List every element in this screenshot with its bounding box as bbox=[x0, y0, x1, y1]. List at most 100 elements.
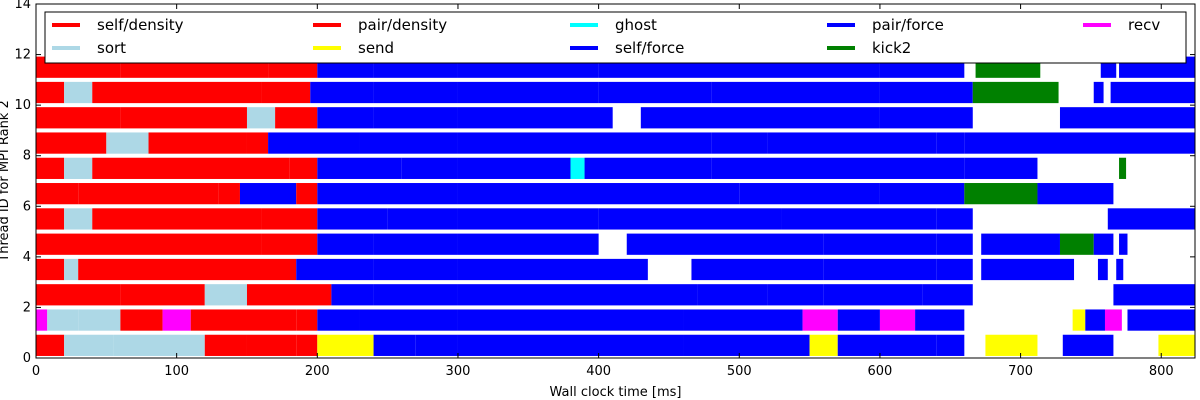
task-bar-sort bbox=[64, 81, 93, 104]
legend-label: self/force bbox=[615, 39, 684, 57]
task-bar-kick2 bbox=[972, 81, 1059, 104]
x-tick-label: 0 bbox=[32, 364, 40, 379]
task-bar-ghost bbox=[570, 157, 585, 179]
task-bar-sort bbox=[47, 309, 79, 331]
task-bar-self-density bbox=[36, 183, 79, 205]
task-bar-pair-force bbox=[626, 233, 824, 255]
task-bar-kick2 bbox=[1059, 233, 1094, 255]
task-bar-pair-force bbox=[922, 284, 973, 306]
y-tick-label: 10 bbox=[14, 98, 31, 113]
task-bar-recv bbox=[802, 309, 838, 331]
task-bar-self-density bbox=[120, 107, 247, 129]
task-bar-pair-force bbox=[739, 183, 880, 205]
task-bar-self-density bbox=[92, 81, 262, 104]
task-bar-pair-force bbox=[1119, 233, 1128, 255]
task-bar-pair-force bbox=[837, 334, 937, 356]
task-bar-pair-density bbox=[261, 233, 318, 255]
task-bar-pair-force bbox=[331, 284, 374, 306]
task-bar-pair-force bbox=[767, 132, 937, 154]
task-bar-pair-force bbox=[936, 132, 965, 154]
task-bar-pair-density bbox=[296, 183, 318, 205]
task-bar-pair-force bbox=[317, 309, 360, 331]
task-bar-self-density bbox=[36, 132, 107, 154]
task-bar-pair-force bbox=[359, 309, 458, 331]
task-bar-pair-force bbox=[879, 183, 965, 205]
task-bar-pair-force bbox=[691, 258, 824, 281]
task-bar-pair-force bbox=[457, 284, 698, 306]
task-bar-pair-density bbox=[246, 132, 269, 154]
task-bar-pair-force bbox=[981, 233, 1060, 255]
task-bar-self-density bbox=[92, 157, 290, 179]
task-bar-pair-force bbox=[823, 284, 923, 306]
task-bar-self-density bbox=[148, 132, 247, 154]
legend-box bbox=[44, 11, 1187, 64]
task-bar-pair-force bbox=[457, 208, 599, 230]
task-bar-pair-force bbox=[598, 81, 712, 104]
axes: 0 100 200 300 400 500 600 700 800 0 2 4 6 8 10 12 14 bbox=[14, 0, 1196, 379]
task-bar-pair-force bbox=[373, 233, 458, 255]
task-bar-pair-force bbox=[781, 208, 937, 230]
task-bar-pair-force bbox=[310, 81, 374, 104]
task-bar-sort bbox=[64, 157, 93, 179]
task-bar-self-density bbox=[120, 309, 163, 331]
legend-label: pair/force bbox=[872, 16, 944, 34]
task-bar-self-density bbox=[36, 258, 65, 281]
task-bar-pair-force bbox=[457, 107, 613, 129]
task-bar-pair-force bbox=[879, 81, 973, 104]
x-tick-label: 700 bbox=[1008, 364, 1033, 379]
task-bar-pair-force bbox=[373, 81, 458, 104]
task-bar-pair-force bbox=[317, 208, 388, 230]
task-bar-recv bbox=[1104, 309, 1122, 331]
task-bar-pair-force bbox=[239, 183, 297, 205]
task-bar-send bbox=[985, 334, 1038, 356]
task-bar-pair-force bbox=[964, 157, 1038, 179]
y-tick-label: 0 bbox=[23, 351, 31, 366]
task-bar-pair-force bbox=[1093, 81, 1104, 104]
task-bar-self-density bbox=[36, 157, 65, 179]
task-bar-pair-density bbox=[261, 81, 311, 104]
task-bar-pair-force bbox=[640, 107, 880, 129]
plot-frame bbox=[35, 3, 1196, 359]
task-bar-self-density bbox=[36, 81, 65, 104]
task-bar-send bbox=[317, 334, 374, 356]
task-bar-pair-density bbox=[296, 309, 318, 331]
task-bar-pair-force bbox=[1107, 208, 1195, 230]
task-bar-pair-force bbox=[401, 157, 458, 179]
task-bar-pair-force bbox=[1113, 284, 1195, 306]
x-tick-label: 800 bbox=[1149, 364, 1174, 379]
task-bar-self-density bbox=[92, 208, 262, 230]
task-bar-sort bbox=[204, 284, 247, 306]
task-bar-pair-force bbox=[415, 334, 458, 356]
task-bar-pair-force bbox=[1062, 334, 1114, 356]
task-bar-self-density bbox=[36, 107, 121, 129]
task-bar-recv bbox=[879, 309, 916, 331]
task-bar-pair-force bbox=[457, 157, 571, 179]
legend-label: ghost bbox=[615, 16, 657, 34]
task-bar-pair-force bbox=[457, 309, 684, 331]
task-bar-pair-force bbox=[373, 284, 458, 306]
task-bar-pair-force bbox=[711, 132, 768, 154]
task-bar-pair-force bbox=[936, 208, 973, 230]
y-tick-label: 8 bbox=[23, 149, 31, 164]
task-bar-pair-force bbox=[457, 233, 599, 255]
y-tick-label: 14 bbox=[14, 0, 31, 12]
x-tick-label: 400 bbox=[586, 364, 611, 379]
task-bar-self-density bbox=[78, 183, 219, 205]
task-bar-self-density bbox=[36, 284, 121, 306]
y-tick-label: 2 bbox=[23, 300, 31, 315]
task-bar-pair-force bbox=[1127, 309, 1195, 331]
task-bar-pair-force bbox=[317, 157, 402, 179]
task-bar-pair-force bbox=[837, 309, 880, 331]
legend-label: self/density bbox=[97, 16, 184, 34]
task-bar-send bbox=[1158, 334, 1195, 356]
task-bar-pair-force bbox=[457, 334, 684, 356]
task-bar-pair-density bbox=[246, 334, 297, 356]
task-bar-pair-force bbox=[457, 258, 648, 281]
task-bar-pair-force bbox=[1110, 81, 1195, 104]
task-bar-pair-force bbox=[964, 132, 1195, 154]
task-bar-sort bbox=[78, 309, 121, 331]
task-bar-self-density bbox=[190, 309, 297, 331]
task-bar-pair-force bbox=[296, 258, 374, 281]
task-bar-pair-force bbox=[823, 233, 937, 255]
task-bar-pair-force bbox=[915, 309, 965, 331]
